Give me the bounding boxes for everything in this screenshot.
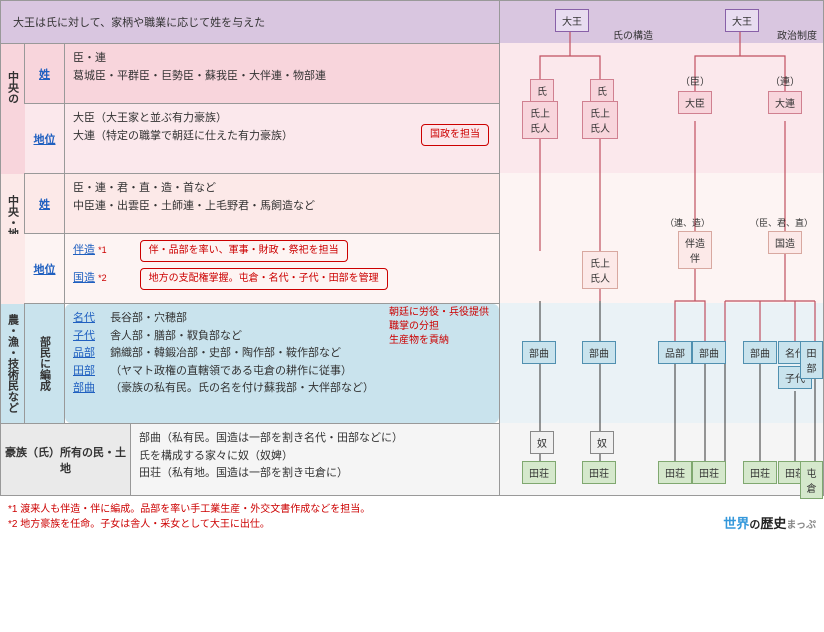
n-tad5: 田荘 [743, 461, 777, 484]
s2-r1-content: 臣・連・君・直・造・首など 中臣連・出雲臣・土師連・上毛野君・馬飼造など [65, 174, 499, 233]
s1-r1-content: 臣・連 葛城臣・平群臣・巨勢臣・蘇我臣・大伴連・物部連 [65, 44, 499, 103]
s2-r2-l2a: 国造 [73, 272, 95, 284]
n-uji2: 氏 [590, 79, 614, 102]
s2-r2-l1b: *1 [98, 245, 107, 255]
s2-r1-l2: 中臣連・出雲臣・土師連・上毛野君・馬飼造など [73, 198, 491, 216]
s3-sublabel: 部民に編成 [25, 304, 65, 423]
left-table: 大王は氏に対して、家柄や職業に応じて姓を与えた 中央の有力豪族 姓 臣・連 葛城… [0, 0, 500, 496]
footnote2: *2 地方豪族を任命。子女は舎人・采女として大王に出仕。 [8, 515, 816, 530]
n-uji1: 氏 [530, 79, 554, 102]
footnote1: *1 渡来人も伴造・伴に編成。品部を率い手工業生産・外交文書作成などを担当。 [8, 500, 816, 515]
n-oomi: 大臣 [678, 91, 712, 114]
n-ujik2: 氏上氏人 [582, 101, 618, 139]
n-kakibe2: 部曲 [582, 341, 616, 364]
s2-r2-b2: 地方の支配権掌握。屯倉・名代・子代・田部を管理 [140, 268, 388, 290]
s1-r2-label: 地位 [25, 104, 65, 173]
s3-b2: 職掌の分担 [389, 320, 489, 334]
n-kakibe4: 部曲 [743, 341, 777, 364]
header: 大王は氏に対して、家柄や職業に応じて姓を与えた [1, 1, 499, 43]
s2-r2-l1a: 伴造 [73, 244, 95, 256]
s3-b3: 生産物を貢納 [389, 334, 489, 348]
n-tabe: 田部 [800, 341, 823, 379]
n-kakibe1: 部曲 [522, 341, 556, 364]
header-title: 大王は氏に対して、家柄や職業に応じて姓を与えた [13, 14, 265, 30]
s4-l1: 部曲（私有民。国造は一部を割き名代・田部などに） [139, 430, 491, 448]
s2-r1-l1: 臣・連・君・直・造・首など [73, 180, 491, 198]
n-tomo: 伴造伴 [678, 231, 712, 269]
lbl-oka: （臣、君、直） [750, 216, 813, 229]
s4-l3: 田荘（私有地。国造は一部を割き屯倉に） [139, 465, 491, 483]
s2-r2-content: 伴造 *1 伴・品部を率い、軍事・財政・祭祀を担当 国造 *2 地方の支配権掌握… [65, 234, 499, 303]
s4-label: 豪族（氏）所有の民・土地 [1, 424, 131, 495]
n-kuni: 国造 [768, 231, 802, 254]
s3-b1: 朝廷に労役・兵役提供 [389, 306, 489, 320]
n-miyake: 屯倉 [800, 461, 823, 499]
n-yatsuko1: 奴 [530, 431, 554, 454]
s1-r1-label: 姓 [25, 44, 65, 103]
s1-r1-l2: 葛城臣・平群臣・巨勢臣・蘇我臣・大伴連・物部連 [73, 68, 491, 86]
s2-r2-l2b: *2 [98, 273, 107, 283]
n-tadokoro2: 田荘 [582, 461, 616, 484]
s3-row: 田部 （ヤマト政権の直轄領である屯倉の耕作に従事） [73, 363, 491, 381]
n-ujik3: 氏上氏人 [582, 251, 618, 289]
s3-vlabel: 農・漁・技術民など [1, 304, 25, 423]
n-daio2: 大王 [725, 9, 759, 32]
n-daio1: 大王 [555, 9, 589, 32]
s2-r1-label: 姓 [25, 174, 65, 233]
n-ujik1: 氏上氏人 [522, 101, 558, 139]
s1-r2-badge: 国政を担当 [421, 124, 489, 146]
n-tad3: 田荘 [658, 461, 692, 484]
s2-r2-label: 地位 [25, 234, 65, 303]
s2-r2-b1: 伴・品部を率い、軍事・財政・祭祀を担当 [140, 240, 348, 262]
lbl-muraji: （連） [770, 73, 800, 88]
logo: 世界の歴史まっぷ [723, 513, 816, 532]
lbl-omi: （臣） [680, 73, 710, 88]
s4-content: 部曲（私有民。国造は一部を割き名代・田部などに） 氏を構成する家々に奴（奴婢） … [131, 424, 499, 495]
lbl-mm: （連、造） [665, 216, 710, 229]
n-tad4: 田荘 [692, 461, 726, 484]
s3-row: 部曲 （豪族の私有民。氏の名を付け蘇我部・大伴部など） [73, 380, 491, 398]
n-kakibe3: 部曲 [692, 341, 726, 364]
s3-content: 朝廷に労役・兵役提供 職掌の分担 生産物を貢納 名代 長谷部・穴穂部子代 舎人部… [65, 304, 499, 423]
s4-l2: 氏を構成する家々に奴（奴婢） [139, 448, 491, 466]
n-shinabe: 品部 [658, 341, 692, 364]
s1-r1-l1: 臣・連 [73, 50, 491, 68]
right-diagrams: 氏の構造 政治制度 大王 [500, 0, 824, 496]
n-oomuraji: 大連 [768, 91, 802, 114]
n-yatsuko2: 奴 [590, 431, 614, 454]
n-tadokoro1: 田荘 [522, 461, 556, 484]
s1-r2-content: 大臣（大王家と並ぶ有力豪族） 大連（特定の職掌で朝廷に仕えた有力豪族） 国政を担… [65, 104, 499, 173]
